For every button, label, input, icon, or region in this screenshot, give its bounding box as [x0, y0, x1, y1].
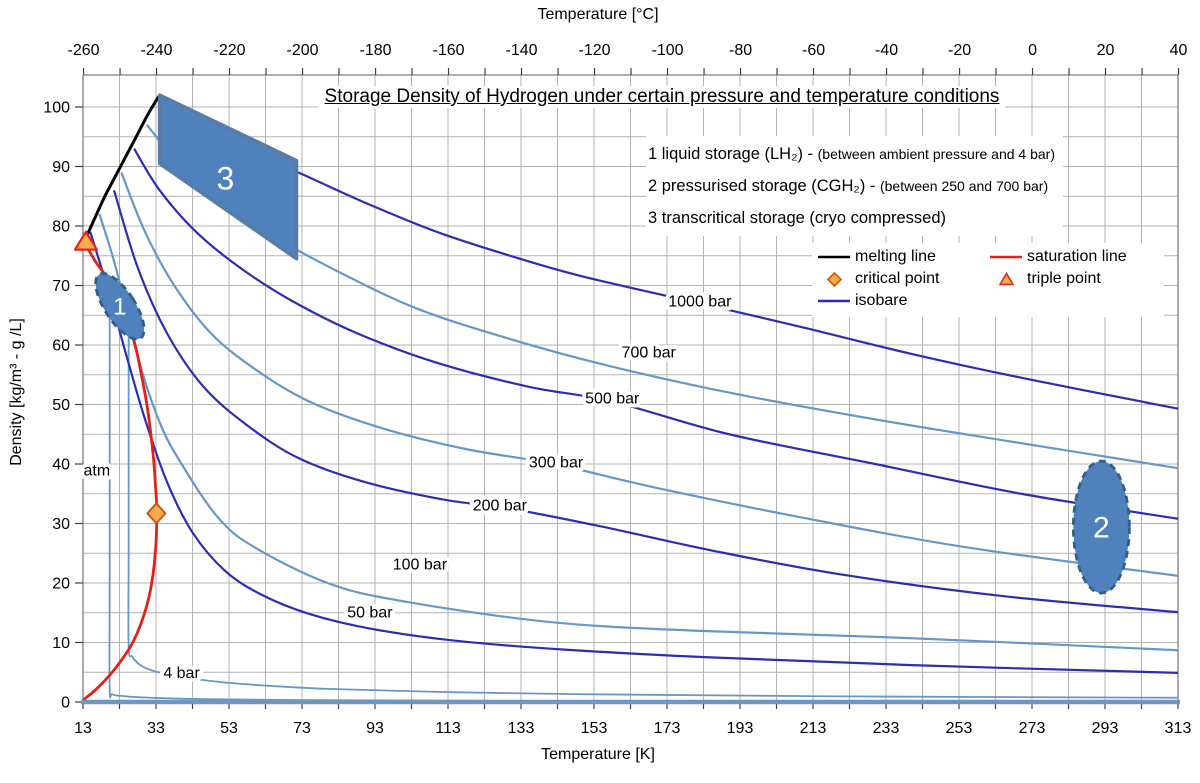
storage-type-legend: 1 liquid storage (LH₂) - (between ambien…	[646, 136, 1063, 236]
isobar-label-700-bar: 700 bar	[622, 345, 677, 362]
x-axis-top-tick-label: 40	[1170, 42, 1188, 59]
legend-pressurised-storage-note: (between 250 and 700 bar)	[879, 178, 1049, 194]
x-axis-top-tick-label: -240	[141, 42, 173, 59]
x-axis-tick-label: 93	[366, 720, 384, 737]
y-axis-tick-label: 0	[61, 695, 70, 712]
region-3-transcritical-label: 3	[216, 161, 234, 197]
y-axis-tick-label: 30	[52, 516, 70, 533]
x-axis-tick-label: 233	[873, 720, 900, 737]
isobar-label-1000-bar: 1000 bar	[668, 293, 732, 310]
legend-pressurised-storage: 2 pressurised storage (CGH₂) - (between …	[648, 170, 1055, 202]
isobar-curve-300-bar	[120, 172, 1179, 577]
critical-point-icon	[817, 271, 851, 287]
x-axis-top-tick-label: -200	[287, 42, 319, 59]
x-axis-top-tick-label: -60	[802, 42, 825, 59]
isobar-curve-4-bar	[127, 324, 1179, 699]
isobar-label-200-bar: 200 bar	[473, 498, 528, 515]
y-axis-tick-label: 70	[52, 278, 70, 295]
x-axis-top-tick-label: -160	[433, 42, 465, 59]
x-axis-tick-label: 73	[293, 720, 311, 737]
y-axis-tick-label: 60	[52, 338, 70, 355]
x-axis-top-tick-label: -220	[214, 42, 246, 59]
triple-point-icon	[989, 272, 1023, 286]
legend-item-melting-line: melting line	[817, 246, 936, 268]
x-axis-tick-label: 173	[654, 720, 681, 737]
y-axis-tick-label: 20	[52, 576, 70, 593]
legend-item-isobare: isobare	[817, 290, 907, 312]
y-axis-title: Density [kg/m³ - g /L]	[8, 318, 25, 466]
region-1-liquid	[94, 272, 146, 341]
region-1-liquid-label: 1	[113, 294, 126, 321]
isobar-label-50-bar: 50 bar	[347, 605, 393, 622]
chart-title: Storage Density of Hydrogen under certai…	[318, 86, 1006, 108]
y-axis-tick-label: 90	[52, 159, 70, 176]
y-axis-tick-label: 40	[52, 457, 70, 474]
isobar-label-300-bar: 300 bar	[529, 455, 584, 472]
legend-transcritical-storage: 3 transcritical storage (cryo compressed…	[648, 202, 1055, 234]
isobar-curve-500-bar	[133, 148, 1179, 520]
legend-liquid-storage-label: 1 liquid storage (LH₂) -	[648, 145, 818, 163]
x-axis-tick-label: 213	[800, 720, 827, 737]
critical-point-marker	[146, 502, 167, 525]
x-axis-tick-label: 153	[581, 720, 608, 737]
x-axis-top-tick-label: -120	[579, 42, 611, 59]
x-axis-tick-label: 293	[1092, 720, 1119, 737]
isobar-label-atm: atm	[84, 462, 111, 479]
legend-item-critical-point: critical point	[817, 268, 939, 290]
x-axis-top-tick-label: -260	[68, 42, 100, 59]
y-axis-tick-label: 50	[52, 397, 70, 414]
x-axis-top-tick-label: 20	[1097, 42, 1115, 59]
triple-point-marker	[73, 230, 99, 251]
region-2-pressurised-label: 2	[1093, 512, 1110, 545]
x-axis-tick-label: 33	[147, 720, 165, 737]
x-axis-tick-label: 273	[1019, 720, 1046, 737]
x-axis-tick-label: 13	[74, 720, 92, 737]
x-axis-top-tick-label: -20	[948, 42, 971, 59]
y-axis-tick-label: 80	[52, 219, 70, 236]
isobar-label-4-bar: 4 bar	[163, 665, 200, 682]
legend-item-saturation-line: saturation line	[989, 246, 1127, 268]
legend-liquid-storage-note: (between ambient pressure and 4 bar)	[817, 146, 1055, 162]
x-axis-top-tick-label: -100	[652, 42, 684, 59]
legend-transcritical-storage-label: 3 transcritical storage (cryo compressed…	[648, 209, 947, 227]
saturation-line-icon	[989, 254, 1023, 260]
isobare-line-icon	[817, 298, 851, 304]
x-axis-tick-label: 53	[220, 720, 238, 737]
isobar-label-500-bar: 500 bar	[585, 390, 640, 407]
legend-item-label: critical point	[855, 270, 940, 287]
melting-line-curve	[84, 94, 161, 239]
x-axis-top-title: Temperature [°C]	[537, 6, 659, 23]
legend-item-label: triple point	[1027, 270, 1101, 287]
legend-item-label: melting line	[855, 248, 936, 265]
x-axis-tick-label: 133	[508, 720, 535, 737]
series-legend: melting line saturation line critical po…	[812, 243, 1164, 317]
legend-item-triple-point: triple point	[989, 268, 1101, 290]
melting-line-icon	[817, 254, 851, 260]
x-axis-top-tick-label: -140	[506, 42, 538, 59]
legend-liquid-storage: 1 liquid storage (LH₂) - (between ambien…	[648, 138, 1055, 170]
x-axis-top-tick-label: 0	[1028, 42, 1037, 59]
x-axis-bottom-title: Temperature [K]	[541, 746, 655, 763]
x-axis-top-tick-label: -80	[729, 42, 752, 59]
isobar-curve-100-bar	[98, 213, 1179, 652]
x-axis-tick-label: 193	[727, 720, 754, 737]
x-axis-tick-label: 313	[1165, 720, 1192, 737]
x-axis-tick-label: 253	[946, 720, 973, 737]
y-axis-tick-label: 100	[43, 100, 70, 117]
region-2-pressurised	[1071, 459, 1131, 595]
y-axis-tick-label: 10	[52, 635, 70, 652]
region-3-transcritical	[157, 93, 299, 261]
x-axis-top-tick-label: -180	[360, 42, 392, 59]
legend-item-label: isobare	[855, 292, 908, 309]
x-axis-tick-label: 113	[435, 720, 461, 737]
isobar-curve-200-bar	[112, 189, 1179, 614]
legend-pressurised-storage-label: 2 pressurised storage (CGH₂) -	[648, 177, 880, 195]
x-axis-top-tick-label: -40	[875, 42, 898, 59]
isobar-label-100-bar: 100 bar	[393, 556, 448, 573]
isobar-curve-50-bar	[89, 231, 1179, 674]
legend-item-label: saturation line	[1027, 248, 1127, 265]
